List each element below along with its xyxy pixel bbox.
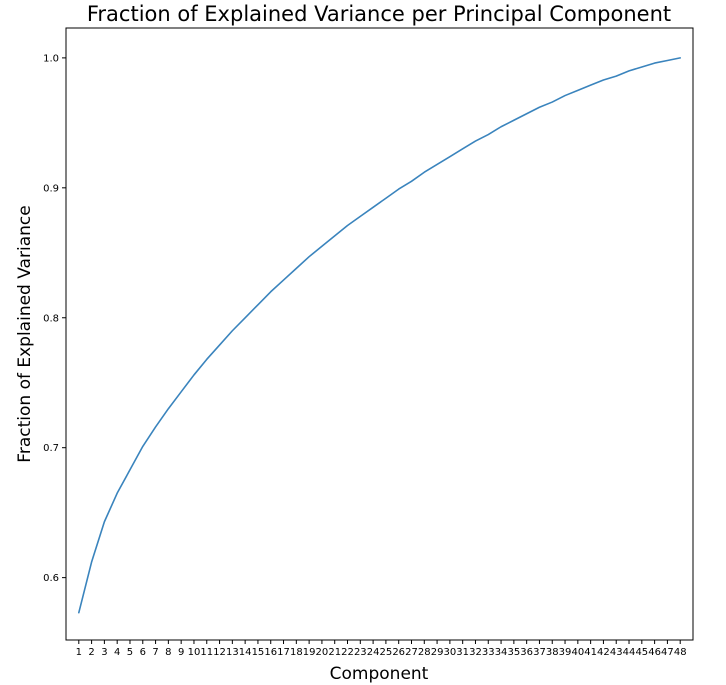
x-tick-label: 43	[610, 647, 623, 658]
x-tick-label: 38	[546, 647, 559, 658]
x-axis-ticks: 1 2 3 4 5 6 7 8 9 10 11 12 13 14 15 16 17 18 19 20 21 22 23 24 2…	[76, 640, 687, 658]
x-tick-label: 1	[76, 647, 82, 658]
series-line	[78, 57, 681, 614]
x-tick-label: 39	[559, 647, 572, 658]
x-tick-label: 32	[469, 647, 482, 658]
x-tick-label: 9	[178, 647, 184, 658]
x-tick-label: 3	[101, 647, 107, 658]
x-tick-label: 10	[188, 647, 201, 658]
x-tick-label: 33	[482, 647, 495, 658]
x-tick-label: 29	[431, 647, 444, 658]
y-tick-label: 0.8	[43, 313, 59, 324]
x-tick-label: 27	[405, 647, 418, 658]
x-tick-label: 17	[277, 647, 290, 658]
plot-frame	[65, 27, 694, 641]
x-tick-label: 15	[252, 647, 265, 658]
x-tick-label: 35	[507, 647, 520, 658]
x-tick-label: 4	[114, 647, 120, 658]
x-tick-label: 30	[444, 647, 457, 658]
chart-title: Fraction of Explained Variance per Princ…	[87, 2, 671, 26]
x-tick-label: 26	[392, 647, 405, 658]
x-axis-label: Component	[330, 664, 429, 684]
x-tick-label: 12	[213, 647, 226, 658]
x-tick-label: 7	[152, 647, 158, 658]
x-tick-label: 47	[661, 647, 674, 658]
y-tick-label: 0.6	[43, 573, 59, 584]
x-tick-label: 41	[584, 647, 597, 658]
x-tick-label: 37	[533, 647, 546, 658]
x-tick-label: 28	[418, 647, 431, 658]
x-tick-label: 2	[88, 647, 94, 658]
y-axis-ticks: 0.6 0.7 0.8 0.9 1.0	[43, 53, 66, 584]
y-axis-label: Fraction of Explained Variance	[15, 205, 35, 462]
y-tick-label: 0.9	[43, 183, 59, 194]
x-tick-label: 8	[165, 647, 171, 658]
x-tick-label: 23	[354, 647, 367, 658]
x-tick-label: 6	[140, 647, 146, 658]
y-tick-label: 0.7	[43, 443, 59, 454]
x-tick-label: 40	[571, 647, 584, 658]
y-tick-label: 1.0	[43, 53, 59, 64]
x-tick-label: 19	[303, 647, 316, 658]
x-tick-label: 18	[290, 647, 303, 658]
x-tick-label: 25	[380, 647, 393, 658]
x-tick-label: 31	[456, 647, 469, 658]
x-tick-label: 42	[597, 647, 610, 658]
x-tick-label: 45	[635, 647, 648, 658]
x-tick-label: 5	[127, 647, 133, 658]
x-tick-label: 22	[341, 647, 354, 658]
x-tick-label: 48	[674, 647, 687, 658]
x-tick-label: 44	[623, 647, 636, 658]
x-tick-label: 16	[264, 647, 277, 658]
x-tick-label: 21	[328, 647, 341, 658]
x-tick-label: 34	[495, 647, 508, 658]
x-tick-label: 13	[226, 647, 239, 658]
x-tick-label: 24	[367, 647, 380, 658]
x-tick-label: 14	[239, 647, 252, 658]
x-tick-label: 20	[316, 647, 329, 658]
x-tick-label: 46	[648, 647, 661, 658]
x-tick-label: 36	[520, 647, 533, 658]
x-tick-label: 11	[200, 647, 213, 658]
